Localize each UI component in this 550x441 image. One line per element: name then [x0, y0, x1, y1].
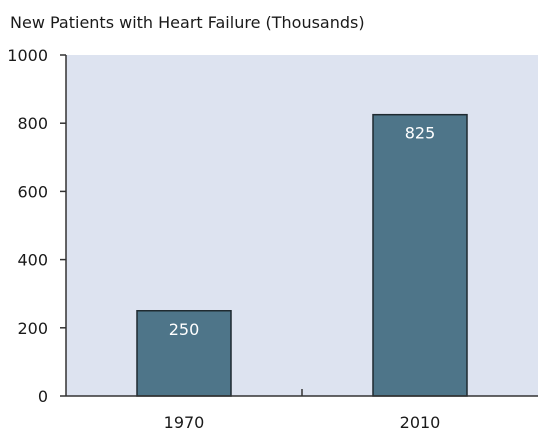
- y-tick-label: 1000: [7, 46, 48, 65]
- x-tick-label-1970: 1970: [164, 413, 205, 432]
- bar-2010: [372, 113, 468, 397]
- bars: 250 825: [136, 113, 468, 397]
- y-tick-label: 800: [17, 114, 48, 133]
- x-axis: 1970 2010: [66, 389, 538, 432]
- x-tick-label-2010: 2010: [400, 413, 441, 432]
- data-label-1970: 250: [169, 320, 200, 339]
- bar-1970: [136, 310, 232, 397]
- y-tick-label: 200: [17, 319, 48, 338]
- chart-title: New Patients with Heart Failure (Thousan…: [10, 13, 365, 32]
- y-tick-label: 400: [17, 251, 48, 270]
- data-label-2010: 825: [405, 124, 436, 143]
- y-tick-label: 0: [38, 387, 48, 406]
- y-tick-label: 600: [17, 182, 48, 201]
- y-axis: 0 200 400 600 800 1000: [7, 46, 67, 406]
